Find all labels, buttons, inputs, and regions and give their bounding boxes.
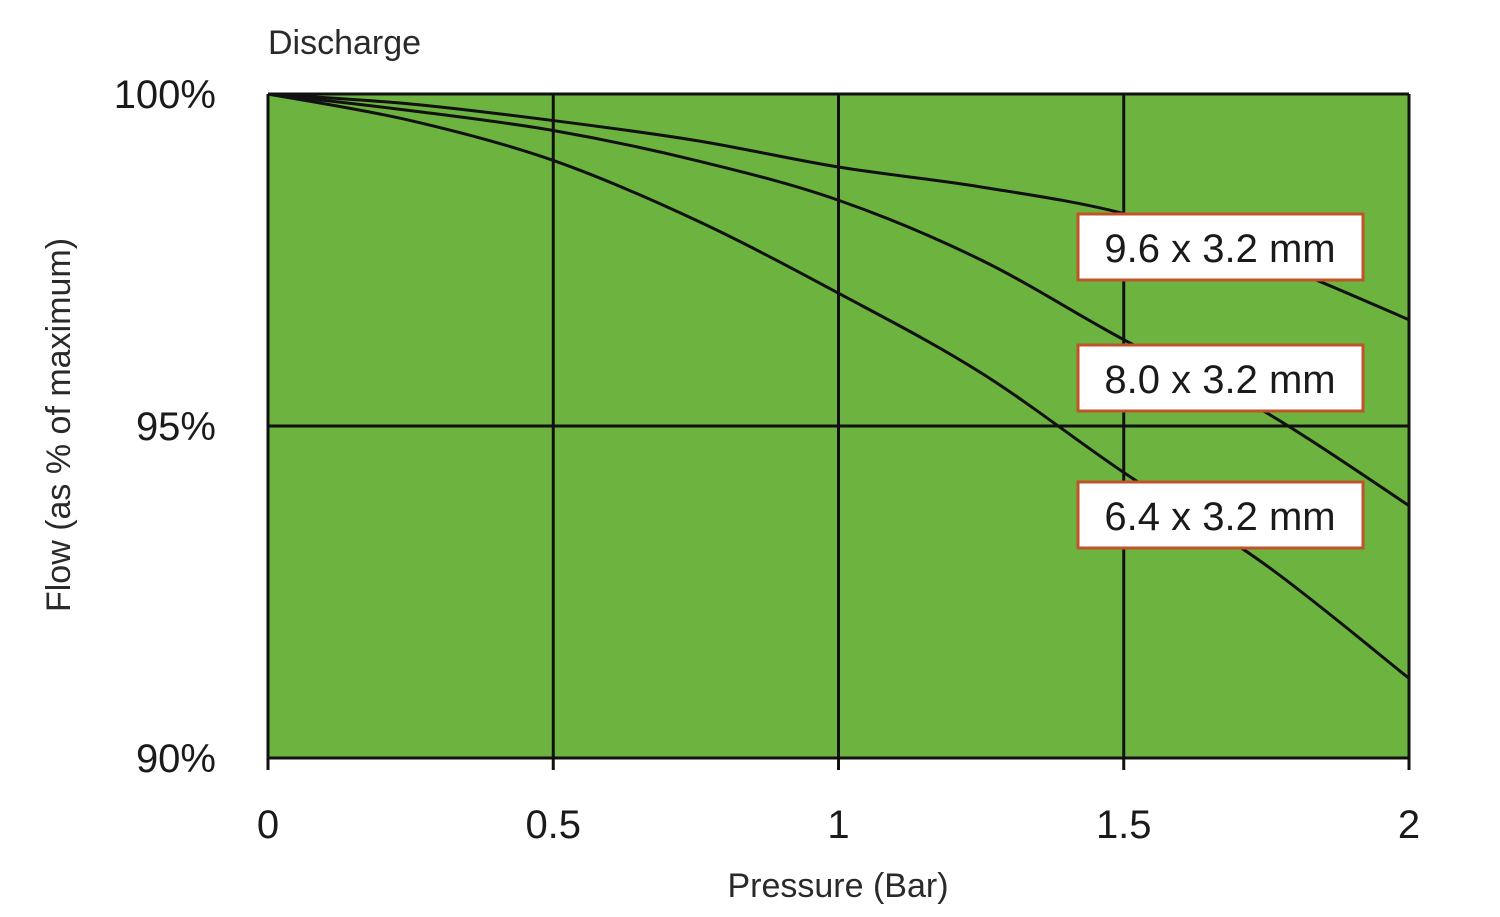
x-tick-label: 1 bbox=[827, 803, 849, 847]
chart-title: Discharge bbox=[268, 24, 421, 62]
x-axis-label: Pressure (Bar) bbox=[727, 867, 948, 905]
y-tick-label: 100% bbox=[114, 73, 216, 117]
series-label-text: 8.0 x 3.2 mm bbox=[1104, 358, 1335, 402]
series-label: 8.0 x 3.2 mm bbox=[1076, 343, 1365, 413]
x-tick-label: 1.5 bbox=[1096, 803, 1152, 847]
x-axis-ticks: 0 0.5 1 1.5 2 bbox=[257, 803, 1420, 847]
x-tick-label: 0 bbox=[257, 803, 279, 847]
series-label: 9.6 x 3.2 mm bbox=[1076, 212, 1365, 282]
series-labels: 9.6 x 3.2 mm 8.0 x 3.2 mm 6.4 x 3.2 mm bbox=[1076, 212, 1365, 550]
y-tick-label: 90% bbox=[136, 737, 216, 781]
series-label-text: 9.6 x 3.2 mm bbox=[1104, 227, 1335, 271]
series-label-box bbox=[1076, 212, 1365, 282]
series-label-box bbox=[1076, 343, 1365, 413]
x-tick-label: 2 bbox=[1398, 803, 1420, 847]
x-tick-label: 0.5 bbox=[525, 803, 581, 847]
grid-lines bbox=[266, 92, 1411, 770]
series-label-text: 6.4 x 3.2 mm bbox=[1104, 495, 1335, 539]
series-label-box bbox=[1076, 480, 1365, 550]
y-axis-ticks: 90% 95% 100% bbox=[114, 73, 216, 781]
series-label: 6.4 x 3.2 mm bbox=[1076, 480, 1365, 550]
y-tick-label: 95% bbox=[136, 405, 216, 449]
y-axis-label: Flow (as % of maximum) bbox=[40, 238, 78, 612]
